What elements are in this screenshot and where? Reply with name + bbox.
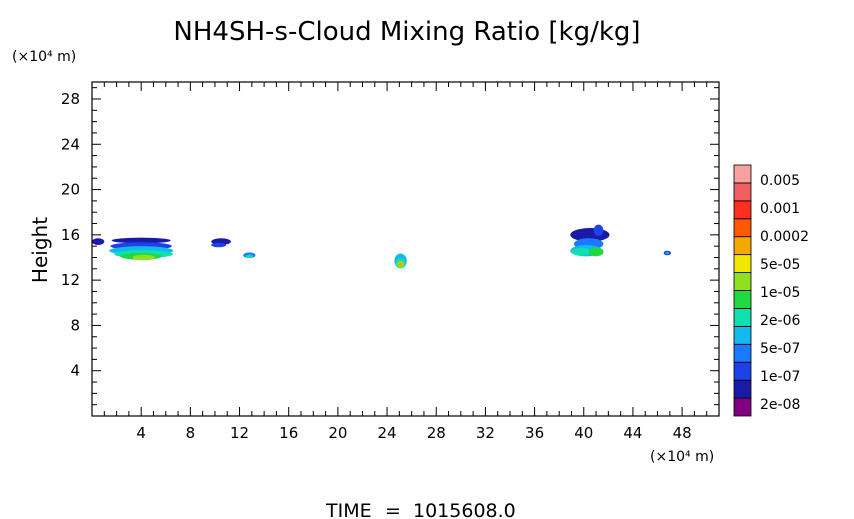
data-region-8 bbox=[211, 242, 227, 248]
colorbar-label-2: 0.0002 bbox=[760, 229, 809, 245]
x-tick-label-44: 44 bbox=[623, 424, 642, 442]
plot-frame bbox=[91, 81, 720, 417]
data-region-10 bbox=[245, 254, 254, 259]
y-axis-label: Height bbox=[28, 217, 52, 283]
time-value: 1015608.0 bbox=[413, 500, 516, 519]
y-tick-label-8: 8 bbox=[70, 316, 80, 334]
x-tick-label-16: 16 bbox=[279, 424, 298, 442]
colorbar-swatch-7 bbox=[733, 272, 752, 291]
y-tick-label-28: 28 bbox=[61, 90, 80, 108]
x-tick-label-48: 48 bbox=[673, 424, 692, 442]
colorbar-label-7: 1e-07 bbox=[760, 369, 800, 385]
y-tick-label-4: 4 bbox=[70, 362, 80, 380]
colorbar-swatch-2 bbox=[733, 361, 752, 381]
colorbar-swatch-10 bbox=[733, 218, 752, 238]
x-unit-label: (×10⁴ m) bbox=[650, 449, 714, 465]
colorbar-label-3: 5e-05 bbox=[760, 257, 800, 273]
x-tick-label-8: 8 bbox=[186, 424, 196, 442]
colorbar-legend: 0.005 0.001 0.0002 5e-05 1e-05 2e-06 5e-07 1e-0… bbox=[733, 164, 809, 417]
colorbar-swatch-0 bbox=[733, 397, 752, 417]
chart-title: NH4SH-s-Cloud Mixing Ratio [kg/kg] bbox=[173, 17, 640, 47]
data-region-14 bbox=[398, 262, 403, 266]
colorbar-swatch-3 bbox=[733, 343, 752, 363]
data-region-6 bbox=[132, 254, 155, 261]
colorbar-label-1: 0.001 bbox=[760, 201, 800, 217]
x-tick-label-12: 12 bbox=[230, 424, 249, 442]
colorbar-swatch-5 bbox=[733, 308, 752, 327]
colorbar-label-8: 2e-08 bbox=[760, 397, 800, 413]
data-region-20 bbox=[588, 247, 604, 257]
y-tick-label-24: 24 bbox=[61, 135, 80, 153]
y-tick-label-20: 20 bbox=[61, 181, 80, 199]
colorbar-swatch-8 bbox=[733, 254, 752, 273]
y-axis-ticks: 4 8 12 16 20 24 28 bbox=[61, 87, 719, 406]
colorbar-label-0: 0.005 bbox=[760, 173, 800, 189]
x-tick-label-20: 20 bbox=[328, 424, 347, 442]
colorbar-swatch-9 bbox=[733, 236, 752, 256]
data-region-16 bbox=[593, 224, 604, 236]
colorbar-swatch-12 bbox=[733, 182, 752, 202]
data-region-22 bbox=[665, 251, 670, 255]
colorbar-swatch-11 bbox=[733, 200, 752, 220]
x-axis-ticks: 4 8 12 16 20 24 28 32 36 40 44 48 bbox=[103, 82, 708, 442]
y-tick-label-16: 16 bbox=[61, 226, 80, 244]
y-tick-label-12: 12 bbox=[61, 271, 80, 289]
colorbar-swatch-1 bbox=[733, 379, 752, 399]
x-tick-label-4: 4 bbox=[136, 424, 146, 442]
x-tick-label-40: 40 bbox=[574, 424, 593, 442]
time-label: TIME bbox=[325, 500, 372, 519]
data-region-1 bbox=[111, 237, 171, 244]
colorbar-label-4: 1e-05 bbox=[760, 285, 800, 301]
x-tick-label-36: 36 bbox=[525, 424, 544, 442]
colorbar-swatch-4 bbox=[733, 325, 752, 345]
x-tick-label-32: 32 bbox=[476, 424, 495, 442]
data-region-0 bbox=[92, 238, 105, 246]
plot-data-regions bbox=[92, 224, 672, 269]
y-unit-label: (×10⁴ m) bbox=[12, 49, 76, 65]
colorbar-label-5: 2e-06 bbox=[760, 313, 800, 329]
colorbar-label-6: 5e-07 bbox=[760, 341, 800, 357]
colorbar-swatch-13 bbox=[733, 164, 752, 184]
data-region-19 bbox=[571, 247, 592, 256]
x-tick-label-28: 28 bbox=[427, 424, 446, 442]
x-tick-label-24: 24 bbox=[378, 424, 397, 442]
time-equals: = bbox=[385, 500, 401, 519]
colorbar-swatch-6 bbox=[733, 290, 752, 309]
